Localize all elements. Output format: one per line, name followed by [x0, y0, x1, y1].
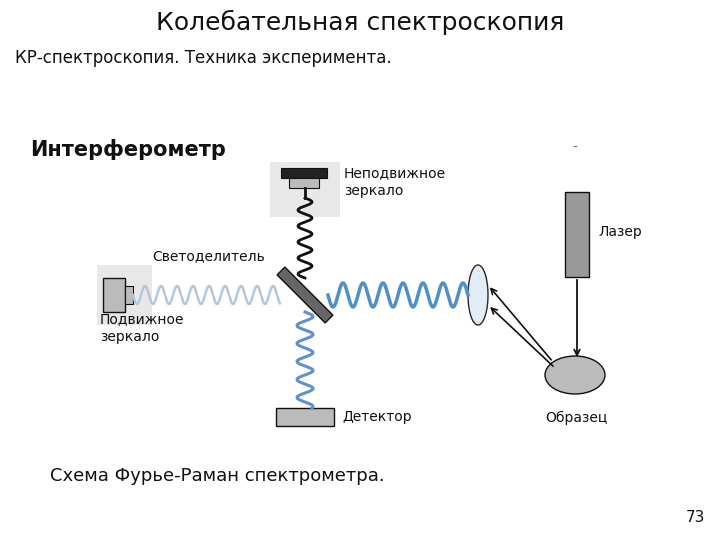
Text: -: - — [572, 141, 577, 155]
Bar — [276, 408, 334, 426]
Text: Светоделитель: Светоделитель — [152, 249, 265, 263]
Bar — [97, 265, 152, 325]
Polygon shape — [277, 267, 333, 323]
Bar — [125, 286, 133, 304]
Text: Интерферометр: Интерферометр — [30, 139, 226, 160]
Text: КР-спектроскопия. Техника эксперимента.: КР-спектроскопия. Техника эксперимента. — [15, 49, 392, 67]
Bar — [103, 278, 125, 312]
Text: Подвижное
зеркало: Подвижное зеркало — [100, 312, 184, 344]
Text: Образец: Образец — [545, 411, 607, 425]
Bar — [565, 192, 589, 277]
Text: Колебательная спектроскопия: Колебательная спектроскопия — [156, 9, 564, 35]
Text: Лазер: Лазер — [598, 225, 642, 239]
Text: Неподвижное
зеркало: Неподвижное зеркало — [344, 166, 446, 198]
Text: Детектор: Детектор — [342, 410, 412, 424]
Bar — [270, 162, 340, 217]
Bar — [289, 178, 319, 188]
Text: 73: 73 — [685, 510, 705, 525]
Ellipse shape — [545, 356, 605, 394]
Text: Схема Фурье-Раман спектрометра.: Схема Фурье-Раман спектрометра. — [50, 467, 384, 485]
Polygon shape — [468, 265, 488, 325]
Bar — [281, 168, 327, 178]
